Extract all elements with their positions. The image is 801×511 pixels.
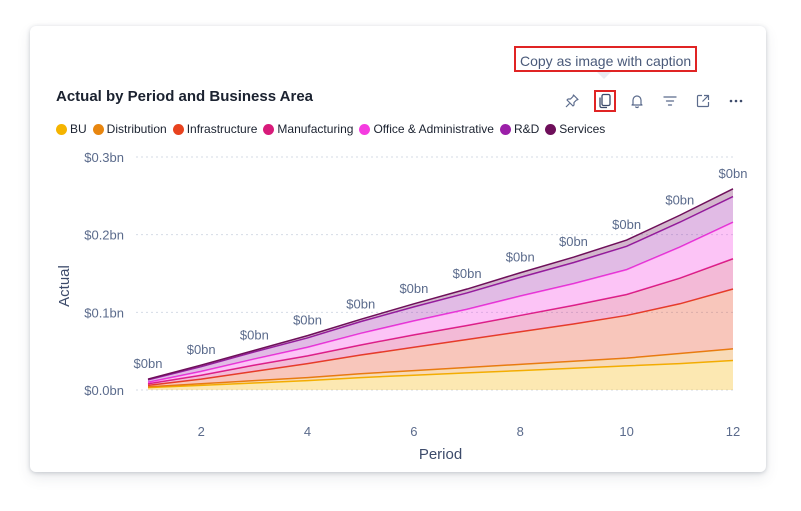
legend-swatch [359,123,371,135]
legend-swatch [499,123,511,135]
legend-item[interactable]: Office & Administrative [359,122,494,136]
legend-label: Services [559,122,606,136]
data-label: $0bn [665,192,694,207]
y-tick-label: $0.0bn [84,383,124,398]
legend-swatch [92,123,104,135]
legend-label: Infrastructure [186,122,258,136]
series-line [147,221,734,383]
y-tick-label: $0.2bn [84,228,124,243]
data-label: $0bn [240,327,269,342]
data-label: $0bn [293,313,322,328]
series-line [147,348,734,388]
series-line [147,195,734,381]
expand-icon[interactable] [692,90,714,112]
more-icon[interactable] [725,90,747,112]
data-label: $0bn [187,342,216,357]
copy-icon[interactable] [594,90,616,112]
y-axis-title: Actual [56,265,73,307]
legend-swatch [263,123,275,135]
legend-item[interactable]: Services [545,122,605,136]
legend-label: Office & Administrative [373,122,494,136]
data-label: $0bn [612,217,641,232]
legend-item[interactable]: R&D [499,122,540,136]
data-label: $0bn [453,266,482,281]
legend-item[interactable]: BU [56,122,87,136]
data-label: $0bn [346,296,375,311]
legend-item[interactable]: Manufacturing [263,122,353,136]
data-label: $0bn [134,356,163,371]
chart-card [30,26,766,472]
x-tick-label: 10 [619,424,633,439]
tooltip-arrow [597,72,611,79]
legend-label: Distribution [106,122,167,136]
series-line [147,258,734,385]
x-tick-label: 8 [517,424,524,439]
data-label: $0bn [399,281,428,296]
copy-caption-tooltip: Copy as image with caption [514,46,698,72]
data-label: $0bn [719,166,748,181]
series-line [147,359,734,389]
legend-swatch [56,123,67,135]
data-label: $0bn [559,234,588,249]
series-line [147,188,734,380]
data-label: $0bn [506,250,535,265]
y-tick-label: $0.3bn [84,150,124,165]
legend-item[interactable]: Distribution [92,122,167,136]
chart-legend: BU Distribution Infrastructure Manufacturin… [56,121,611,137]
series-line [147,288,734,387]
x-tick-label: 2 [198,424,205,439]
legend-label: Manufacturing [277,122,354,136]
x-tick-label: 6 [410,424,417,439]
series-area [148,289,733,387]
x-tick-label: 12 [726,424,740,439]
chart-title: Actual by Period and Business Area [56,88,314,105]
legend-label: BU [70,122,87,136]
filter-icon[interactable] [659,90,681,112]
legend-item[interactable]: Infrastructure [172,122,258,136]
pin-icon[interactable] [561,90,583,112]
x-axis-title: Period [419,446,462,463]
legend-label: R&D [513,122,540,136]
legend-swatch [545,123,557,135]
bell-icon[interactable] [626,90,648,112]
y-tick-label: $0.1bn [84,305,124,320]
x-tick-label: 4 [304,424,311,439]
legend-swatch [172,123,184,135]
